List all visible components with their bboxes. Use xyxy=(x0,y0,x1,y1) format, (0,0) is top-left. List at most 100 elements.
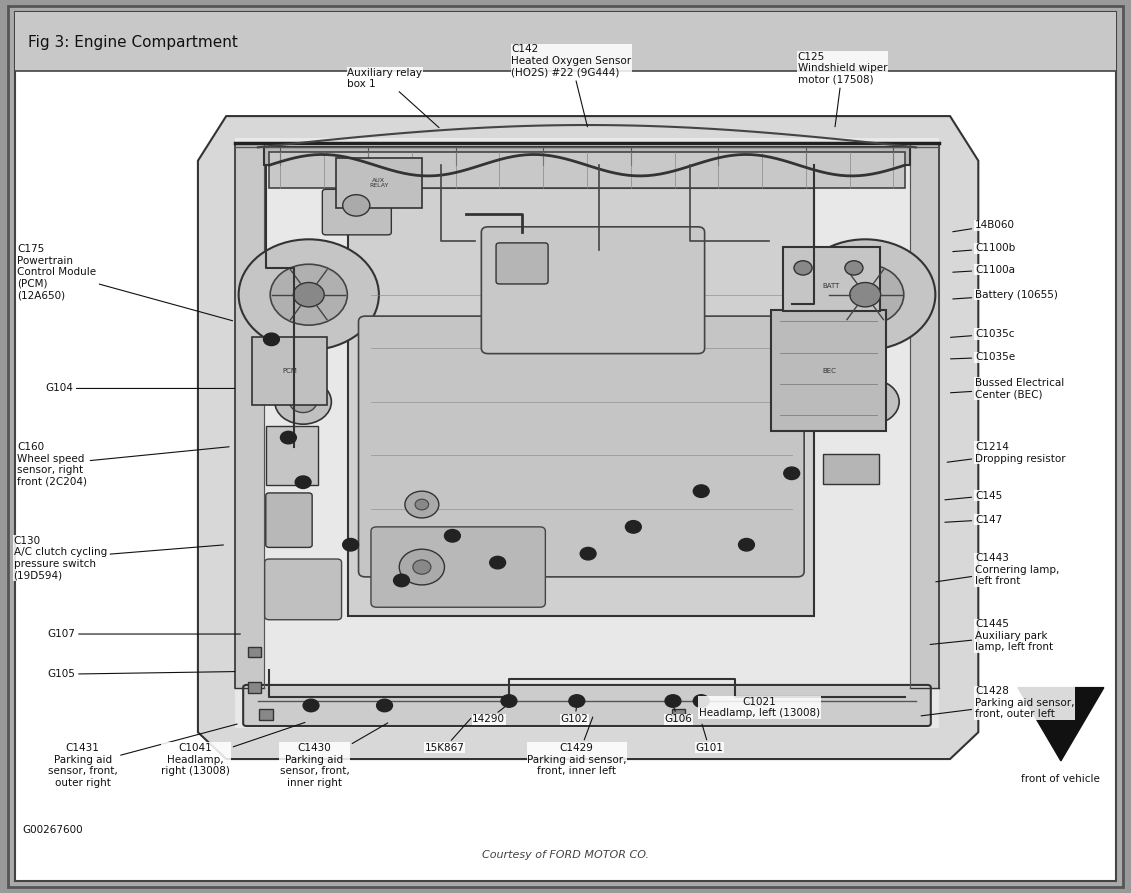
Text: G105: G105 xyxy=(48,669,235,680)
Text: Bussed Electrical
Center (BEC): Bussed Electrical Center (BEC) xyxy=(950,378,1064,399)
FancyBboxPatch shape xyxy=(243,685,931,726)
FancyBboxPatch shape xyxy=(235,138,939,728)
Circle shape xyxy=(843,380,899,424)
Text: C1100b: C1100b xyxy=(952,243,1016,254)
Circle shape xyxy=(693,695,709,707)
Text: C175
Powertrain
Control Module
(PCM)
(12A650): C175 Powertrain Control Module (PCM) (12… xyxy=(17,244,233,321)
FancyBboxPatch shape xyxy=(248,682,261,693)
Circle shape xyxy=(239,239,379,350)
Circle shape xyxy=(490,556,506,569)
Circle shape xyxy=(739,538,754,551)
Circle shape xyxy=(295,476,311,488)
Polygon shape xyxy=(1018,688,1104,761)
Circle shape xyxy=(845,261,863,275)
Circle shape xyxy=(405,491,439,518)
Text: G101: G101 xyxy=(696,724,723,753)
Text: BATT: BATT xyxy=(822,283,840,288)
FancyBboxPatch shape xyxy=(264,147,910,165)
FancyBboxPatch shape xyxy=(266,426,318,485)
Circle shape xyxy=(290,391,317,413)
Text: G104: G104 xyxy=(45,383,235,394)
Circle shape xyxy=(444,530,460,542)
Text: C1100a: C1100a xyxy=(952,264,1015,275)
Circle shape xyxy=(280,431,296,444)
FancyBboxPatch shape xyxy=(259,709,273,720)
Text: G102: G102 xyxy=(561,708,588,724)
Text: G00267600: G00267600 xyxy=(23,825,84,836)
Text: C145: C145 xyxy=(944,490,1002,501)
Circle shape xyxy=(569,695,585,707)
Text: 15K867: 15K867 xyxy=(424,718,470,753)
Text: C1431
Parking aid
sensor, front,
outer right: C1431 Parking aid sensor, front, outer r… xyxy=(48,724,238,788)
FancyBboxPatch shape xyxy=(348,188,814,616)
Circle shape xyxy=(693,485,709,497)
FancyBboxPatch shape xyxy=(482,227,705,354)
FancyBboxPatch shape xyxy=(823,454,879,484)
Text: C1214
Dropping resistor: C1214 Dropping resistor xyxy=(947,442,1065,463)
Circle shape xyxy=(795,239,935,350)
Circle shape xyxy=(293,282,325,307)
FancyBboxPatch shape xyxy=(15,12,1116,881)
FancyBboxPatch shape xyxy=(322,189,391,235)
Text: BEC: BEC xyxy=(822,368,836,373)
Circle shape xyxy=(343,538,359,551)
Text: 14290: 14290 xyxy=(472,707,506,724)
Circle shape xyxy=(303,699,319,712)
Text: C142
Heated Oxygen Sensor
(HO2S) #22 (9G444): C142 Heated Oxygen Sensor (HO2S) #22 (9G… xyxy=(511,45,631,127)
Text: C1443
Cornering lamp,
left front: C1443 Cornering lamp, left front xyxy=(935,553,1060,587)
Circle shape xyxy=(399,549,444,585)
Circle shape xyxy=(501,695,517,707)
FancyBboxPatch shape xyxy=(265,559,342,620)
FancyBboxPatch shape xyxy=(15,12,1116,71)
FancyBboxPatch shape xyxy=(672,709,685,720)
FancyBboxPatch shape xyxy=(248,647,261,657)
FancyBboxPatch shape xyxy=(783,247,880,311)
Text: G106: G106 xyxy=(665,708,692,724)
Text: G107: G107 xyxy=(48,629,241,639)
Text: AUX
RELAY: AUX RELAY xyxy=(369,178,389,188)
Text: C130
A/C clutch cycling
pressure switch
(19D594): C130 A/C clutch cycling pressure switch … xyxy=(14,536,224,580)
Text: front of vehicle: front of vehicle xyxy=(1021,774,1100,784)
FancyBboxPatch shape xyxy=(252,337,327,405)
Text: PCM: PCM xyxy=(282,368,297,373)
FancyBboxPatch shape xyxy=(8,6,1123,887)
Circle shape xyxy=(849,282,881,307)
Circle shape xyxy=(794,261,812,275)
Text: C1035e: C1035e xyxy=(950,352,1015,363)
Text: C125
Windshield wiper
motor (17508): C125 Windshield wiper motor (17508) xyxy=(797,52,888,127)
Text: C1445
Auxiliary park
lamp, left front: C1445 Auxiliary park lamp, left front xyxy=(930,619,1053,653)
Text: C1428
Parking aid sensor,
front, outer left: C1428 Parking aid sensor, front, outer l… xyxy=(921,686,1074,720)
Text: C1429
Parking aid sensor,
front, inner left: C1429 Parking aid sensor, front, inner l… xyxy=(527,717,627,776)
Circle shape xyxy=(784,467,800,480)
Circle shape xyxy=(270,264,347,325)
Text: Auxiliary relay
box 1: Auxiliary relay box 1 xyxy=(347,68,439,128)
Text: Fig 3: Engine Compartment: Fig 3: Engine Compartment xyxy=(28,36,239,50)
Circle shape xyxy=(275,380,331,424)
Text: C1021
Headlamp, left (13008): C1021 Headlamp, left (13008) xyxy=(699,697,820,718)
Circle shape xyxy=(625,521,641,533)
Text: C1041
Headlamp,
right (13008): C1041 Headlamp, right (13008) xyxy=(162,722,305,776)
Text: Courtesy of FORD MOTOR CO.: Courtesy of FORD MOTOR CO. xyxy=(482,850,649,861)
Circle shape xyxy=(665,695,681,707)
FancyBboxPatch shape xyxy=(336,158,422,208)
Circle shape xyxy=(580,547,596,560)
Circle shape xyxy=(377,699,392,712)
Text: C160
Wheel speed
sensor, right
front (2C204): C160 Wheel speed sensor, right front (2C… xyxy=(17,442,230,487)
Text: C1035c: C1035c xyxy=(950,329,1015,339)
Text: C1430
Parking aid
sensor, front,
inner right: C1430 Parking aid sensor, front, inner r… xyxy=(279,723,388,788)
FancyBboxPatch shape xyxy=(771,310,886,431)
Circle shape xyxy=(413,560,431,574)
Text: 14B060: 14B060 xyxy=(952,220,1015,232)
FancyBboxPatch shape xyxy=(497,243,549,284)
FancyBboxPatch shape xyxy=(269,152,905,188)
FancyBboxPatch shape xyxy=(266,493,312,547)
Polygon shape xyxy=(198,116,978,759)
Text: C147: C147 xyxy=(944,514,1002,525)
Circle shape xyxy=(827,264,904,325)
Circle shape xyxy=(343,195,370,216)
FancyBboxPatch shape xyxy=(371,527,545,607)
Circle shape xyxy=(394,574,409,587)
Circle shape xyxy=(857,391,884,413)
Circle shape xyxy=(264,333,279,346)
Circle shape xyxy=(415,499,429,510)
